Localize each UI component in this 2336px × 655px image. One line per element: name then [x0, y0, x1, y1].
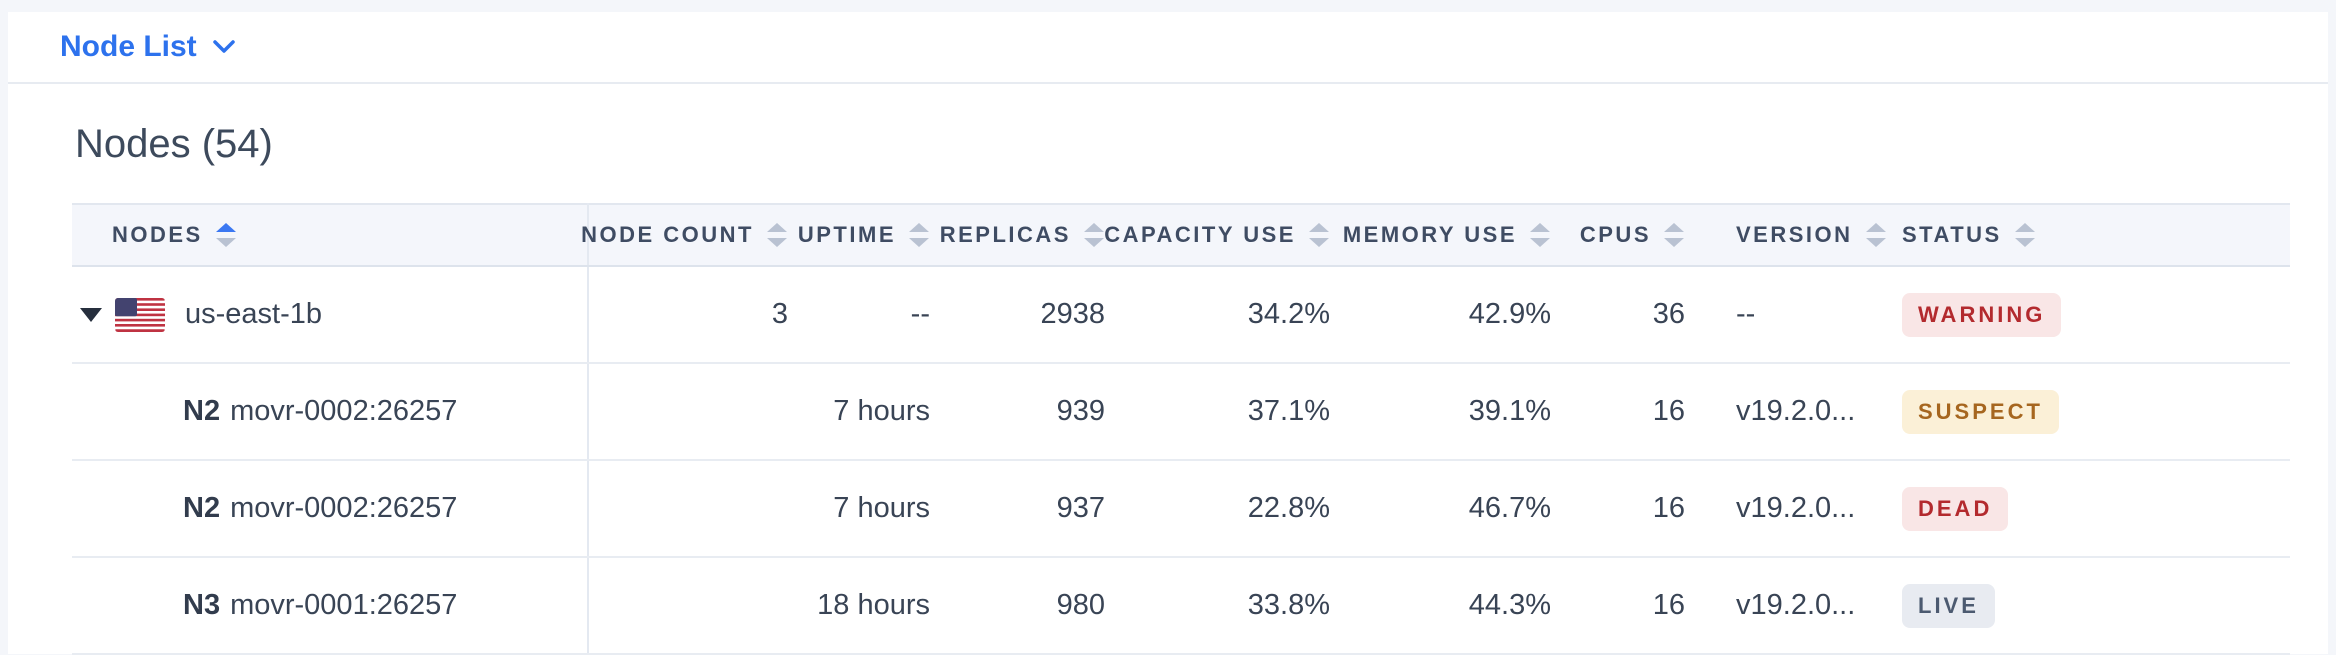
column-header-version[interactable]: VERSION	[1713, 203, 1890, 267]
page-title: Nodes (54)	[75, 122, 273, 166]
cell-uptime: --	[800, 266, 955, 364]
collapse-caret-icon[interactable]	[80, 307, 102, 322]
sort-icon	[2014, 223, 2035, 247]
sort-icon	[767, 223, 787, 247]
node-list-card: Node List Nodes (54) NODES	[8, 12, 2328, 655]
page-content: Nodes (54) NODES	[8, 122, 2328, 655]
cell-node-count	[588, 363, 800, 461]
cell-capacity-use: 34.2%	[1130, 266, 1370, 364]
column-header-node-count[interactable]: NODE COUNT	[581, 203, 800, 267]
cell-version: v19.2.0...	[1713, 363, 1890, 461]
cell-version: v19.2.0...	[1713, 460, 1890, 558]
chevron-down-icon	[212, 40, 235, 53]
nodes-table: NODES NODE COUNT	[72, 203, 2290, 655]
column-header-label: NODE COUNT	[581, 222, 754, 247]
node-id: N3	[183, 589, 221, 621]
node-list-dropdown-label: Node List	[60, 30, 197, 63]
cell-node-count	[588, 557, 800, 655]
cell-cpus: 16	[1585, 557, 1713, 655]
status-badge: SUSPECT	[1902, 389, 2059, 434]
status-badge: LIVE	[1902, 583, 1995, 628]
cell-uptime: 7 hours	[800, 363, 955, 461]
cell-uptime: 7 hours	[800, 460, 955, 558]
topbar: Node List	[8, 12, 2328, 84]
cell-replicas: 980	[955, 557, 1130, 655]
cell-replicas: 2938	[955, 266, 1130, 364]
status-badge: DEAD	[1902, 486, 2009, 531]
column-header-label: REPLICAS	[939, 222, 1071, 247]
cell-capacity-use: 22.8%	[1130, 460, 1370, 558]
sort-icon	[1664, 223, 1684, 247]
table-row-region[interactable]: us-east-1b 3 -- 2938 34.2% 42.9% 36 -- W…	[72, 266, 2290, 364]
column-header-label: CPUS	[1579, 222, 1651, 247]
cell-capacity-use: 37.1%	[1130, 363, 1370, 461]
sort-icon	[1084, 223, 1104, 247]
cell-uptime: 18 hours	[800, 557, 955, 655]
column-header-cpus[interactable]: CPUS	[1580, 203, 1713, 267]
cell-replicas: 939	[955, 363, 1130, 461]
column-header-label: MEMORY USE	[1342, 222, 1517, 247]
column-header-label: UPTIME	[797, 222, 896, 247]
column-header-label: VERSION	[1736, 222, 1853, 247]
node-address: movr-0001:26257	[230, 589, 458, 621]
table-header-row: NODES NODE COUNT	[72, 203, 2290, 267]
column-header-nodes[interactable]: NODES	[72, 203, 589, 267]
cell-memory-use: 46.7%	[1370, 460, 1585, 558]
cell-capacity-use: 33.8%	[1130, 557, 1370, 655]
cell-memory-use: 39.1%	[1370, 363, 1585, 461]
cell-cpus: 16	[1585, 460, 1713, 558]
column-header-memory-use[interactable]: MEMORY USE	[1343, 203, 1585, 267]
cell-memory-use: 44.3%	[1370, 557, 1585, 655]
sort-icon	[1530, 223, 1550, 247]
column-header-capacity-use[interactable]: CAPACITY USE	[1104, 203, 1370, 267]
column-header-replicas[interactable]: REPLICAS	[940, 203, 1130, 267]
node-id: N2	[183, 492, 221, 524]
cell-memory-use: 42.9%	[1370, 266, 1585, 364]
sort-icon	[215, 223, 236, 247]
status-badge: WARNING	[1902, 292, 2062, 337]
node-address: movr-0002:26257	[230, 492, 458, 524]
cell-version: --	[1713, 266, 1890, 364]
cell-replicas: 937	[955, 460, 1130, 558]
cell-cpus: 36	[1585, 266, 1713, 364]
cell-node-count	[588, 460, 800, 558]
node-id: N2	[183, 395, 221, 427]
column-header-label: NODES	[112, 222, 203, 247]
sort-icon	[1865, 223, 1886, 247]
column-header-uptime[interactable]: UPTIME	[797, 203, 955, 267]
sort-icon	[1309, 223, 1329, 247]
region-name: us-east-1b	[185, 298, 323, 330]
node-address: movr-0002:26257	[230, 395, 458, 427]
column-header-label: STATUS	[1902, 222, 2002, 247]
sort-icon	[909, 223, 929, 247]
table-row-node[interactable]: N2 movr-0002:26257 7 hours 937 22.8% 46.7…	[72, 460, 2290, 558]
column-header-status[interactable]: STATUS	[1890, 203, 2290, 267]
cell-cpus: 16	[1585, 363, 1713, 461]
table-row-node[interactable]: N2 movr-0002:26257 7 hours 939 37.1% 39.1…	[72, 363, 2290, 461]
cell-node-count: 3	[588, 266, 800, 364]
table-row-node[interactable]: N3 movr-0001:26257 18 hours 980 33.8% 44.…	[72, 557, 2290, 655]
us-flag-icon	[115, 297, 165, 332]
node-list-dropdown[interactable]: Node List	[60, 30, 235, 64]
column-header-label: CAPACITY USE	[1104, 222, 1296, 247]
cell-version: v19.2.0...	[1713, 557, 1890, 655]
